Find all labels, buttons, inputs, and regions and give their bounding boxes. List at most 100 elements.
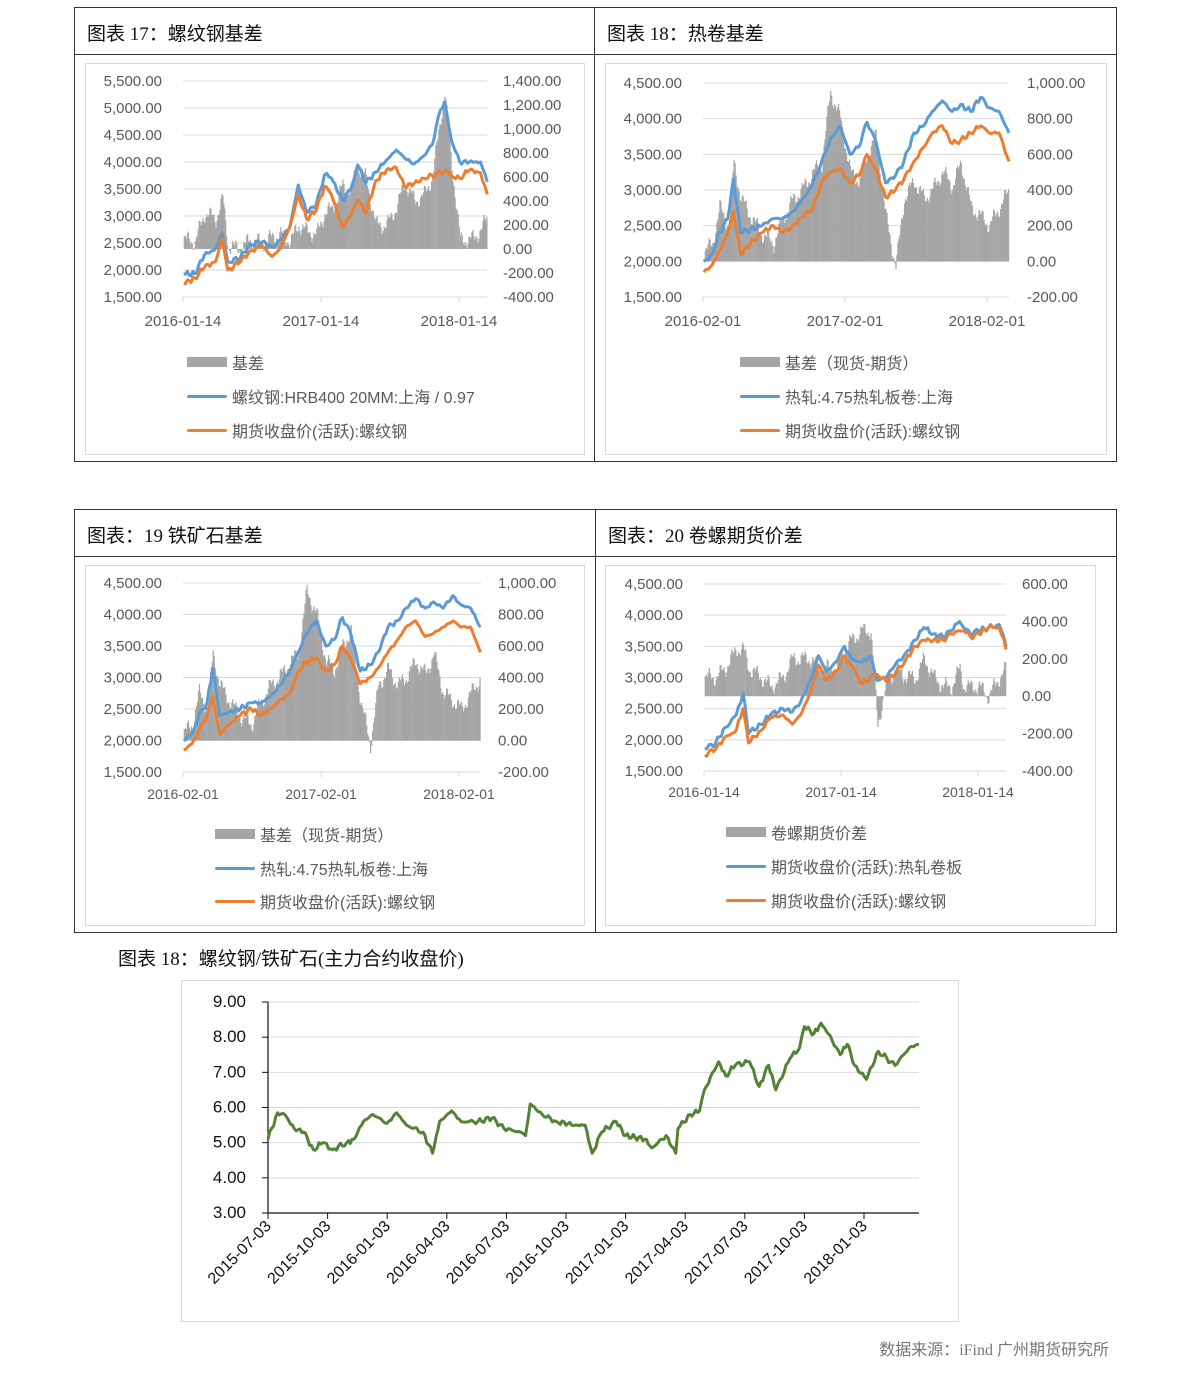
basis-bar <box>991 221 993 262</box>
basis-bar <box>372 210 374 249</box>
basis-bar <box>873 137 875 262</box>
basis-bar <box>439 676 441 741</box>
basis-bar <box>944 683 946 697</box>
basis-bar <box>471 232 473 249</box>
top-table <box>74 7 1117 462</box>
basis-bar <box>913 187 916 262</box>
basis-bar <box>746 657 748 697</box>
basis-bar <box>791 657 793 697</box>
basis-bar <box>388 217 390 249</box>
x-axis-label: 2016-10-03 <box>503 1218 573 1288</box>
basis-bar <box>267 688 269 741</box>
left-axis-label: 3,500.00 <box>104 638 162 655</box>
basis-bar <box>418 205 421 249</box>
basis-bar <box>335 203 337 249</box>
basis-bar <box>981 682 983 697</box>
basis-bar <box>238 249 240 254</box>
basis-bar <box>966 187 968 262</box>
basis-bar <box>477 242 479 249</box>
basis-bar <box>185 729 187 741</box>
basis-bar <box>817 170 819 262</box>
right-axis-label: 600.00 <box>1027 146 1073 163</box>
basis-bar <box>891 683 893 697</box>
left-axis-label: 7.00 <box>213 1062 246 1081</box>
basis-bar <box>274 689 276 741</box>
basis-bar <box>958 165 961 262</box>
basis-bar <box>825 130 827 262</box>
basis-bar <box>808 182 810 262</box>
basis-bar <box>795 202 797 262</box>
basis-bar <box>402 184 404 249</box>
basis-bar <box>285 674 288 741</box>
basis-bar <box>712 678 714 697</box>
basis-bar <box>456 700 459 741</box>
basis-bar <box>874 129 876 262</box>
basis-bar <box>822 671 824 697</box>
legend-18-basis: 基差（现货-期货） <box>740 350 918 374</box>
basis-bar <box>191 243 193 249</box>
basis-bar <box>367 733 369 741</box>
basis-bar <box>899 235 901 262</box>
basis-bar <box>348 640 350 741</box>
basis-bar <box>199 222 201 249</box>
basis-bar <box>352 640 354 741</box>
basis-bar <box>437 138 439 249</box>
basis-bar <box>888 681 890 697</box>
basis-bar <box>799 198 801 262</box>
basis-bar <box>970 680 972 697</box>
basis-bar <box>921 191 924 262</box>
basis-bar <box>467 243 469 249</box>
basis-bar <box>297 231 299 249</box>
left-axis-label: 2,500.00 <box>625 701 683 718</box>
basis-bar <box>316 228 318 249</box>
basis-bar <box>955 178 957 262</box>
basis-bar <box>916 192 919 262</box>
basis-bar <box>997 211 999 262</box>
basis-bar <box>369 740 372 754</box>
basis-bar <box>428 668 430 741</box>
basis-bar <box>998 686 1000 697</box>
basis-bar <box>293 656 295 741</box>
basis-bar <box>252 731 254 741</box>
basis-bar <box>365 714 367 741</box>
basis-bar <box>793 193 795 262</box>
basis-bar <box>239 717 241 741</box>
basis-bar <box>342 639 344 741</box>
basis-bar <box>724 671 726 697</box>
basis-bar <box>207 217 209 249</box>
basis-bar <box>862 166 864 262</box>
basis-bar <box>366 724 368 741</box>
right-axis-label: -400.00 <box>1022 763 1073 780</box>
basis-bar <box>965 692 967 697</box>
basis-bar <box>301 632 303 741</box>
basis-bar <box>881 696 883 711</box>
basis-bar <box>877 696 879 728</box>
basis-bar <box>887 224 889 262</box>
basis-bar <box>406 191 408 249</box>
x-axis-label: 2018-02-01 <box>423 786 495 802</box>
legend-17-futures: 期货收盘价(活跃):螺纹钢 <box>187 418 407 442</box>
basis-bar <box>195 237 197 249</box>
series-line-1 <box>702 95 1011 263</box>
basis-bar <box>982 683 984 697</box>
legend-label: 基差 <box>232 356 265 373</box>
basis-bar <box>955 168 958 262</box>
basis-bar <box>994 211 996 262</box>
basis-bar <box>368 736 370 741</box>
basis-bar <box>920 663 923 697</box>
basis-bar <box>378 685 380 741</box>
basis-bar <box>246 712 248 741</box>
basis-bar <box>459 704 461 741</box>
basis-bar <box>831 671 833 697</box>
basis-bar <box>762 686 764 697</box>
basis-bar <box>478 239 480 249</box>
basis-bar <box>769 686 771 697</box>
basis-bar <box>370 211 372 249</box>
basis-bar <box>1002 203 1004 262</box>
basis-bar <box>256 712 258 741</box>
basis-bar <box>319 226 321 249</box>
basis-bar <box>203 221 205 249</box>
basis-bar <box>420 194 423 249</box>
basis-bar <box>446 689 449 741</box>
basis-bar <box>461 235 463 249</box>
